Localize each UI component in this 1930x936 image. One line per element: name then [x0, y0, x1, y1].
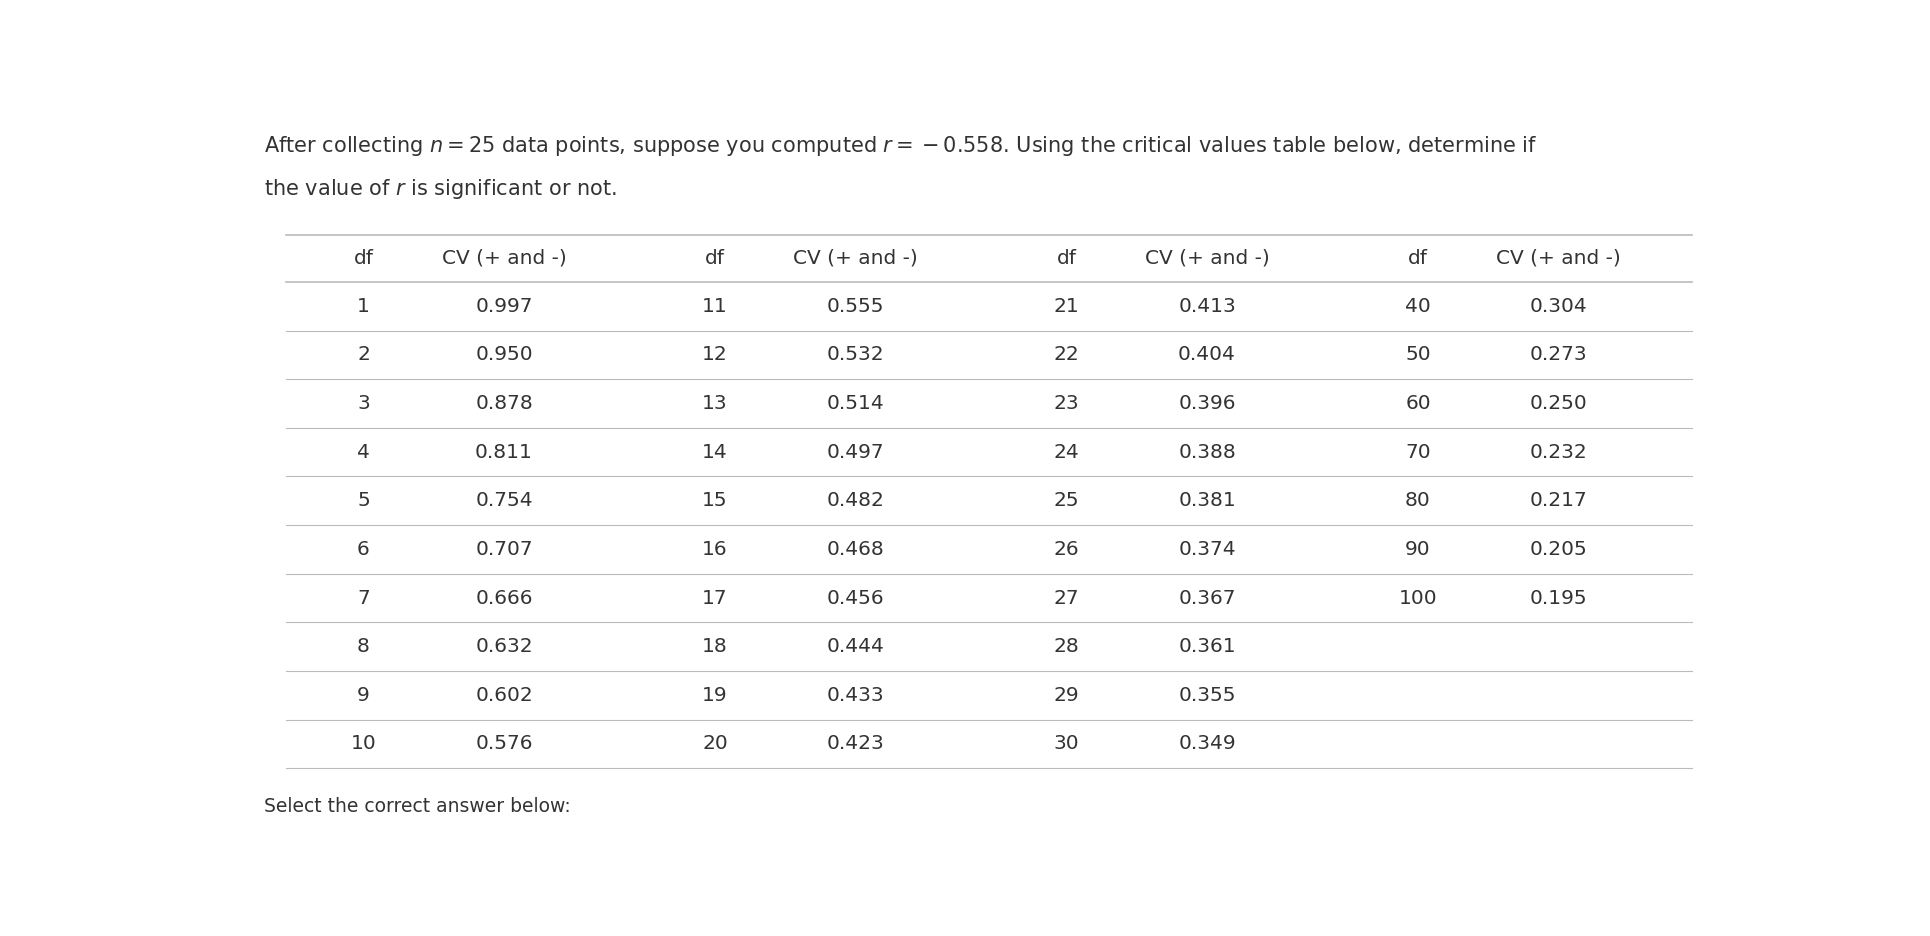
Text: 7: 7 — [357, 589, 371, 607]
Text: 6: 6 — [357, 540, 371, 559]
Text: 13: 13 — [703, 394, 728, 413]
Text: 27: 27 — [1054, 589, 1079, 607]
Text: 23: 23 — [1054, 394, 1079, 413]
Text: CV (+ and -): CV (+ and -) — [1144, 249, 1270, 268]
Text: 22: 22 — [1054, 345, 1079, 364]
Text: 21: 21 — [1054, 297, 1079, 315]
Text: 80: 80 — [1405, 491, 1430, 510]
Text: 0.514: 0.514 — [826, 394, 884, 413]
Text: 0.666: 0.666 — [475, 589, 533, 607]
Text: 0.355: 0.355 — [1179, 686, 1235, 705]
Text: 0.304: 0.304 — [1530, 297, 1588, 315]
Text: df: df — [1056, 249, 1077, 268]
Text: 17: 17 — [703, 589, 728, 607]
Text: 0.497: 0.497 — [826, 443, 884, 461]
Text: 8: 8 — [357, 637, 371, 656]
Text: 50: 50 — [1405, 345, 1430, 364]
Text: 0.576: 0.576 — [475, 735, 533, 753]
Text: 4: 4 — [357, 443, 371, 461]
Text: 0.205: 0.205 — [1530, 540, 1588, 559]
Text: 0.433: 0.433 — [826, 686, 884, 705]
Text: 30: 30 — [1054, 735, 1079, 753]
Text: 0.388: 0.388 — [1177, 443, 1235, 461]
Text: 0.232: 0.232 — [1530, 443, 1588, 461]
Text: 0.602: 0.602 — [475, 686, 533, 705]
Text: CV (+ and -): CV (+ and -) — [442, 249, 565, 268]
Text: 0.250: 0.250 — [1530, 394, 1588, 413]
Text: 28: 28 — [1054, 637, 1079, 656]
Text: After collecting $n = 25$ data points, suppose you computed $r = -0.558$. Using : After collecting $n = 25$ data points, s… — [264, 134, 1536, 158]
Text: 0.374: 0.374 — [1177, 540, 1235, 559]
Text: 0.532: 0.532 — [826, 345, 884, 364]
Text: 29: 29 — [1054, 686, 1079, 705]
Text: 11: 11 — [703, 297, 728, 315]
Text: 25: 25 — [1054, 491, 1079, 510]
Text: 0.707: 0.707 — [475, 540, 533, 559]
Text: 0.404: 0.404 — [1177, 345, 1235, 364]
Text: 18: 18 — [703, 637, 728, 656]
Text: 3: 3 — [357, 394, 371, 413]
Text: 0.482: 0.482 — [826, 491, 884, 510]
Text: 0.273: 0.273 — [1530, 345, 1586, 364]
Text: df: df — [353, 249, 372, 268]
Text: 10: 10 — [351, 735, 376, 753]
Text: 26: 26 — [1054, 540, 1079, 559]
Text: df: df — [1409, 249, 1428, 268]
Text: 0.632: 0.632 — [475, 637, 533, 656]
Text: CV (+ and -): CV (+ and -) — [1496, 249, 1621, 268]
Text: 0.361: 0.361 — [1177, 637, 1235, 656]
Text: 20: 20 — [703, 735, 728, 753]
Text: 0.423: 0.423 — [826, 735, 884, 753]
Text: 0.754: 0.754 — [475, 491, 533, 510]
Text: 40: 40 — [1405, 297, 1430, 315]
Text: 19: 19 — [703, 686, 728, 705]
Text: 15: 15 — [703, 491, 728, 510]
Text: 16: 16 — [703, 540, 728, 559]
Text: 0.381: 0.381 — [1177, 491, 1235, 510]
Text: df: df — [704, 249, 726, 268]
Text: 9: 9 — [357, 686, 371, 705]
Text: 24: 24 — [1054, 443, 1079, 461]
Text: 0.456: 0.456 — [826, 589, 884, 607]
Text: 0.217: 0.217 — [1530, 491, 1588, 510]
Text: 12: 12 — [703, 345, 728, 364]
Text: 1: 1 — [357, 297, 371, 315]
Text: 0.349: 0.349 — [1177, 735, 1235, 753]
Text: 0.997: 0.997 — [475, 297, 533, 315]
Text: 0.195: 0.195 — [1530, 589, 1586, 607]
Text: 0.555: 0.555 — [826, 297, 884, 315]
Text: 14: 14 — [703, 443, 728, 461]
Text: 0.444: 0.444 — [826, 637, 884, 656]
Text: 0.367: 0.367 — [1179, 589, 1235, 607]
Text: 0.413: 0.413 — [1177, 297, 1235, 315]
Text: 90: 90 — [1405, 540, 1430, 559]
Text: 5: 5 — [357, 491, 371, 510]
Text: 0.950: 0.950 — [475, 345, 533, 364]
Text: 0.878: 0.878 — [475, 394, 533, 413]
Text: 2: 2 — [357, 345, 371, 364]
Text: 0.396: 0.396 — [1179, 394, 1235, 413]
Text: the value of $r$ is significant or not.: the value of $r$ is significant or not. — [264, 177, 616, 201]
Text: 0.468: 0.468 — [826, 540, 884, 559]
Text: 0.811: 0.811 — [475, 443, 533, 461]
Text: 70: 70 — [1405, 443, 1430, 461]
Text: 100: 100 — [1399, 589, 1438, 607]
Text: 60: 60 — [1405, 394, 1430, 413]
Text: CV (+ and -): CV (+ and -) — [793, 249, 919, 268]
Text: Select the correct answer below:: Select the correct answer below: — [264, 797, 571, 816]
